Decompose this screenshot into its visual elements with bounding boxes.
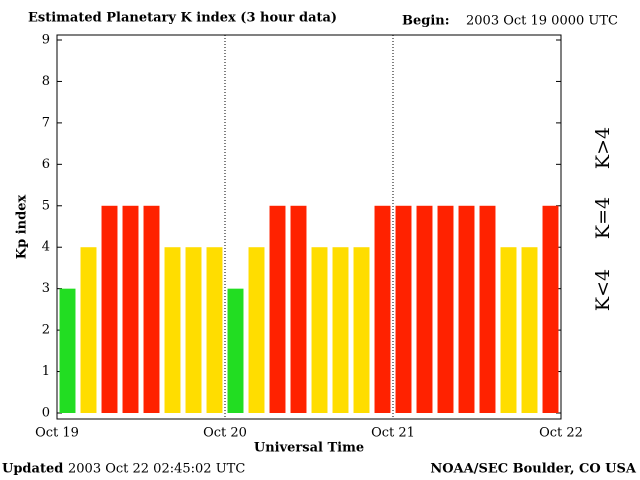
source: NOAA/SEC Boulder, CO USA (430, 462, 637, 477)
bar (290, 205, 307, 413)
begin-value: 2003 Oct 19 0000 UTC (466, 14, 618, 29)
bar (332, 247, 349, 413)
bar (500, 247, 517, 413)
y-tick-label: 0 (42, 406, 50, 421)
y-tick-label: 3 (42, 281, 50, 296)
bar (311, 247, 328, 413)
x-axis-label: Universal Time (254, 441, 364, 456)
legend-entry: K<4 (592, 269, 614, 311)
bar (521, 247, 538, 413)
y-tick-label: 4 (42, 240, 50, 255)
x-tick-label: Oct 21 (371, 426, 415, 441)
y-tick-label: 2 (42, 323, 50, 338)
bar (458, 205, 475, 413)
bar (227, 288, 244, 413)
bar (143, 205, 160, 413)
bar (206, 247, 223, 413)
y-tick-label: 9 (42, 33, 50, 48)
y-tick-label: 6 (42, 157, 50, 172)
bar (101, 205, 118, 413)
begin-label: Begin: (402, 14, 450, 29)
y-tick-label: 5 (42, 198, 50, 213)
x-tick-label: Oct 20 (203, 426, 247, 441)
bar (395, 205, 412, 413)
y-tick-label: 1 (42, 364, 50, 379)
bar (353, 247, 370, 413)
legend-entry: K>4 (592, 127, 614, 169)
updated-value: 2003 Oct 22 02:45:02 UTC (68, 462, 245, 477)
bar (185, 247, 202, 413)
bar (59, 288, 76, 413)
chart-title: Estimated Planetary K index (3 hour data… (28, 11, 337, 26)
legend-entry: K=4 (592, 197, 614, 239)
y-tick-label: 8 (42, 74, 50, 89)
plot-frame (56, 34, 562, 420)
x-tick-label: Oct 19 (35, 426, 79, 441)
bar (80, 247, 97, 413)
updated-label: Updated (2, 462, 63, 477)
bar (164, 247, 181, 413)
y-axis-label: Kp index (15, 195, 30, 260)
bar (437, 205, 454, 413)
y-tick-label: 7 (42, 115, 50, 130)
bar (122, 205, 139, 413)
bar (269, 205, 286, 413)
bar (374, 205, 391, 413)
bar (248, 247, 265, 413)
bar (416, 205, 433, 413)
bar (479, 205, 496, 413)
bar (542, 205, 559, 413)
x-tick-label: Oct 22 (539, 426, 583, 441)
